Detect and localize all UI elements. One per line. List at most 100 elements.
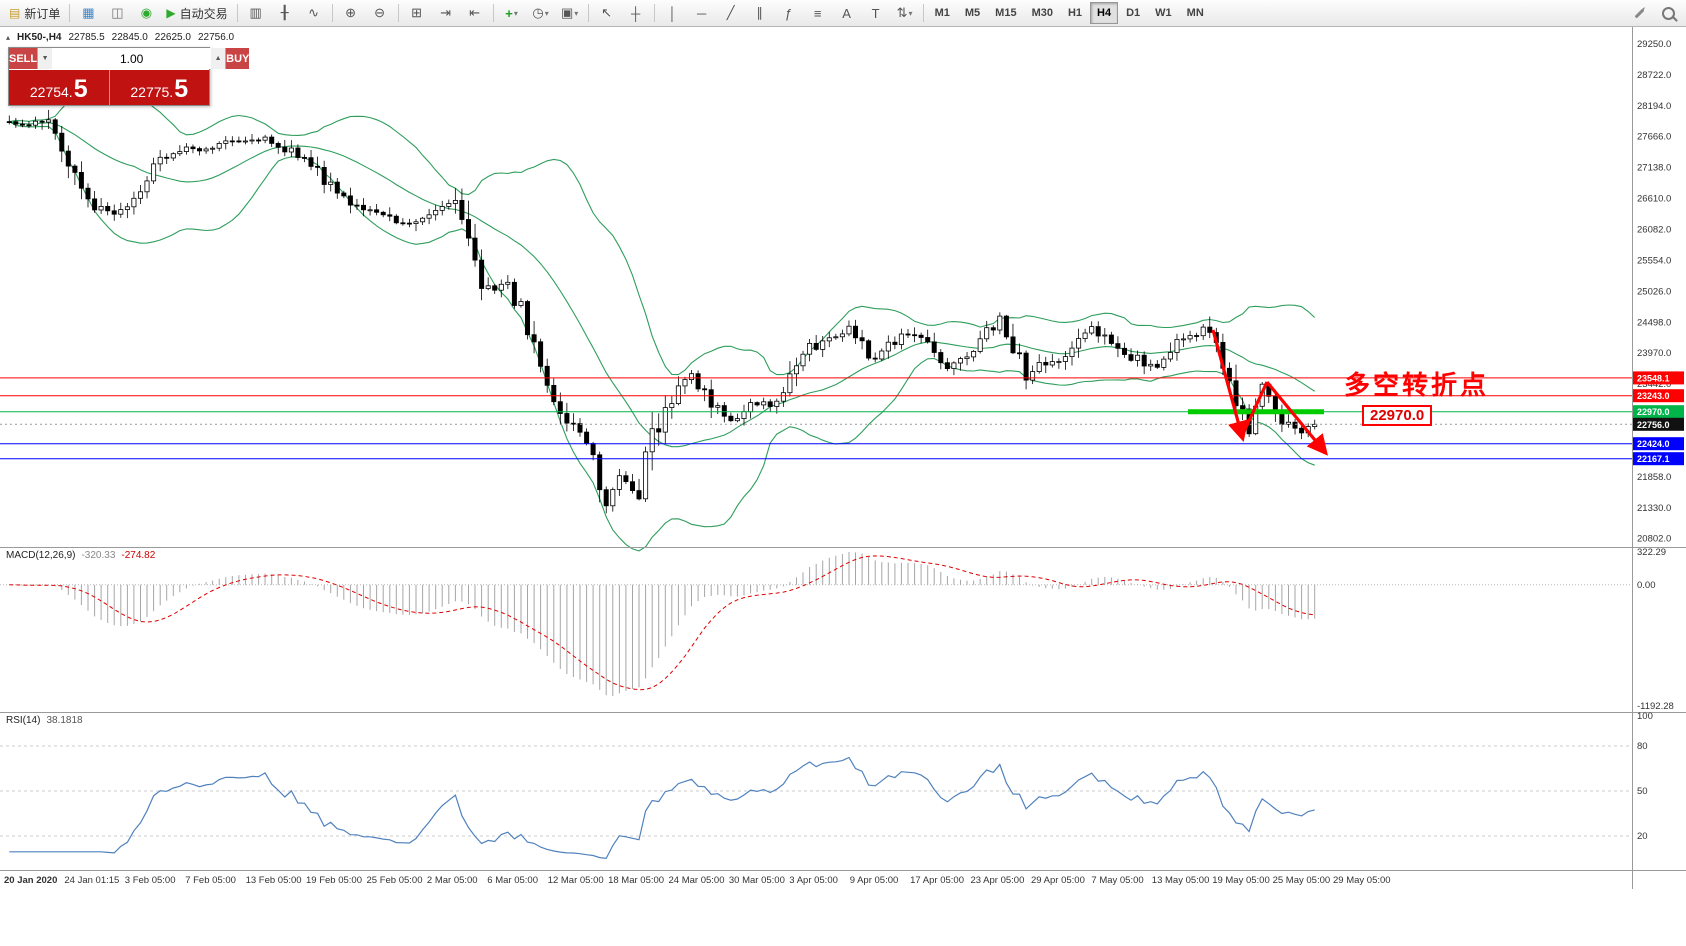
timeframe-w1-button[interactable]: W1 [1155, 7, 1172, 19]
price-tick-label: 23970.0 [1637, 348, 1671, 359]
candlestick-button[interactable]: ╂ [271, 2, 299, 24]
trend-arrow-segment[interactable] [1265, 380, 1328, 456]
auto-trading-button[interactable]: ▶ 自动交易 [161, 3, 232, 23]
data-window-button[interactable]: ◫ [103, 2, 131, 24]
shapes-button[interactable]: ≡ [804, 2, 832, 24]
toolbar-separator [69, 4, 71, 22]
zoom-out-icon: ⊖ [374, 5, 386, 20]
macd-name: MACD(12,26,9) [6, 550, 76, 561]
time-axis-label: 6 Mar 05:00 [487, 875, 538, 886]
timeframe-m15-button[interactable]: M15 [995, 7, 1017, 19]
trend-arrow-segment[interactable] [1211, 329, 1249, 443]
chart-shift-button[interactable]: ⇤ [461, 2, 489, 24]
periods-icon: ◷ [532, 5, 544, 20]
buy-price-button[interactable]: 22775. 5 [108, 70, 209, 105]
tile-windows-icon: ⊞ [411, 5, 423, 20]
timeframe-m30-button[interactable]: M30 [1031, 7, 1053, 19]
sell-price-button[interactable]: 22754. 5 [9, 70, 109, 105]
timeframe-m5-button[interactable]: M5 [964, 7, 981, 19]
auto-scroll-icon: ⇥ [440, 5, 452, 20]
time-axis-label: 29 May 05:00 [1333, 875, 1391, 886]
sell-price-pips: 5 [73, 75, 88, 103]
arrows-icon: ⇅ [896, 5, 908, 20]
buy-button[interactable]: BUY [226, 48, 250, 69]
refresh-button[interactable]: ◉ [132, 2, 160, 24]
time-axis-label: 3 Feb 05:00 [125, 875, 176, 886]
level-lines [0, 377, 1632, 460]
chart-workspace: 29250.0 28722.0 28194.0 27666.0 27138.0 26610… [0, 27, 1686, 946]
timeframe-mn-button[interactable]: MN [1186, 7, 1204, 19]
timeframe-m1-button[interactable]: M1 [934, 7, 950, 19]
price-marker-label: 23243.0 [1637, 391, 1670, 401]
time-axis-label: 29 Apr 05:00 [1031, 875, 1085, 886]
text-label-icon: T [871, 5, 880, 21]
time-axis-label: 25 May 05:00 [1273, 875, 1331, 886]
price-level-annotation[interactable]: 22970.0 [1362, 405, 1433, 426]
zoom-out-button[interactable]: ⊖ [366, 2, 394, 24]
timeframe-h1-button[interactable]: H1 [1067, 7, 1083, 19]
templates-button[interactable]: ▣ ▾ [556, 2, 584, 24]
bar-chart-button[interactable]: ▥ [242, 2, 270, 24]
toolbar-separator [922, 4, 924, 22]
text-icon: A [842, 5, 851, 21]
candlestick-icon: ╂ [280, 5, 289, 20]
auto-scroll-button[interactable]: ⇥ [432, 2, 460, 24]
volume-decrease-button[interactable]: ▼ [38, 48, 53, 69]
macd-scale-label: 0.00 [1637, 580, 1656, 591]
toolbar-separator [653, 4, 655, 22]
crosshair-button[interactable]: ┼ [622, 2, 650, 24]
shapes-icon: ≡ [813, 5, 822, 21]
text-button[interactable]: A [833, 2, 861, 24]
open-value: 22785.5 [68, 32, 105, 43]
magnifier-button[interactable] [1654, 2, 1682, 24]
time-axis-label: 23 Apr 05:00 [971, 875, 1025, 886]
indicators-button[interactable]: + ▾ [498, 2, 526, 24]
rsi-panel [0, 745, 1632, 860]
sell-button[interactable]: SELL [9, 48, 38, 69]
periods-button[interactable]: ◷ ▾ [527, 2, 555, 24]
time-axis-label: 7 May 05:00 [1091, 875, 1143, 886]
auto-trading-button-label: 自动交易 [179, 6, 228, 21]
horizontal-line-button[interactable]: ─ [688, 2, 716, 24]
one-click-toggle-icon[interactable]: ▴ [6, 33, 11, 42]
price-marker [1633, 371, 1684, 385]
time-axis-label: 20 Jan 2020 [4, 875, 57, 886]
price-tick-label: 28722.0 [1637, 70, 1671, 81]
candles-layer [6, 109, 1318, 514]
time-axis-label: 17 Apr 05:00 [910, 875, 964, 886]
tile-windows-button[interactable]: ⊞ [403, 2, 431, 24]
timeframe-d1-button[interactable]: D1 [1126, 7, 1141, 19]
line-chart-icon: ∿ [308, 5, 320, 20]
zoom-in-button[interactable]: ⊕ [337, 2, 365, 24]
price-tick-label: 23442.0 [1637, 379, 1671, 390]
trendline-button[interactable]: ╱ [717, 2, 745, 24]
volume-input[interactable] [52, 48, 212, 69]
turning-point-annotation[interactable]: 多空转折点 [1344, 370, 1490, 400]
trend-arrow-segment[interactable] [1240, 381, 1269, 437]
price-marker-label: 23548.1 [1637, 373, 1670, 383]
toolbar-separator [236, 4, 238, 22]
pencil-icon [1634, 8, 1644, 18]
vertical-line-button[interactable]: │ [659, 2, 687, 24]
time-axis-label: 13 May 05:00 [1152, 875, 1210, 886]
timeframe-h4-button[interactable]: H4 [1090, 2, 1119, 24]
time-axis-label: 24 Jan 01:15 [64, 875, 119, 886]
symbol-timeframe-label: HK50-,H4 [17, 32, 62, 43]
chart-drawings [1188, 329, 1328, 456]
volume-increase-button[interactable]: ▲ [211, 48, 226, 69]
price-marker [1633, 405, 1684, 419]
crosshair-icon: ┼ [631, 5, 641, 21]
chart-canvas[interactable]: 29250.0 28722.0 28194.0 27666.0 27138.0 26610… [0, 27, 1686, 946]
cursor-button[interactable]: ↖ [593, 2, 621, 24]
arrows-button[interactable]: ⇅ ▾ [891, 2, 919, 24]
zoom-in-icon: ⊕ [345, 5, 357, 20]
new-order-button[interactable]: ▤ 新订单 [4, 3, 65, 23]
fibonacci-button[interactable]: ƒ [775, 2, 803, 24]
price-tick-label: 26610.0 [1637, 194, 1671, 205]
text-label-button[interactable]: T [862, 2, 890, 24]
equidistant-channel-button[interactable]: ∥ [746, 2, 774, 24]
line-chart-button[interactable]: ∿ [300, 2, 328, 24]
market-watch-button[interactable]: ▦ [74, 2, 102, 24]
pencil-button[interactable] [1625, 2, 1653, 24]
